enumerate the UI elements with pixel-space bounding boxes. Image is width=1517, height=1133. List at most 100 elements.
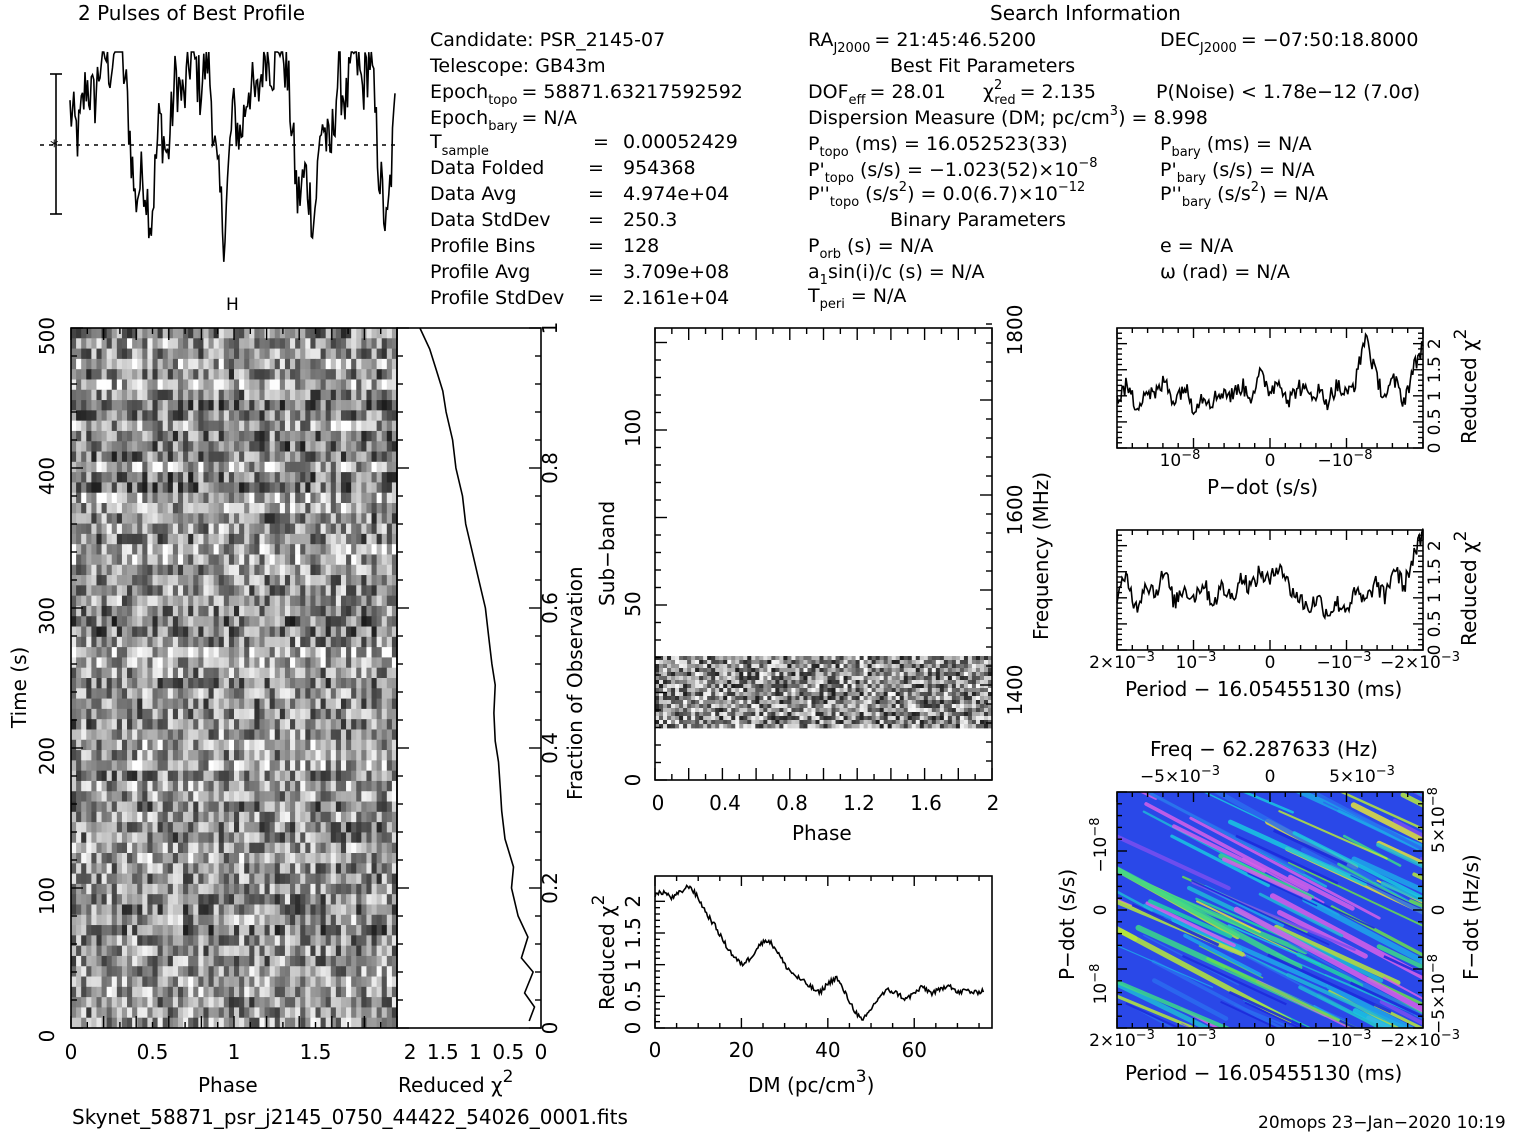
time-phase-cell (188, 430, 194, 442)
time-phase-cell (208, 688, 215, 699)
time-phase-cell (218, 853, 225, 864)
time-phase-cell (335, 400, 342, 411)
time-phase-cell (315, 400, 321, 411)
time-phase-cell (346, 533, 352, 545)
time-phase-cell (300, 389, 306, 401)
time-phase-cell (351, 595, 357, 607)
time-phase-cell (315, 873, 321, 885)
time-phase-cell (167, 482, 174, 494)
time-phase-cell (228, 626, 235, 638)
time-phase-cell (249, 986, 255, 998)
subband-cell (827, 664, 832, 669)
time-phase-cell (193, 513, 199, 524)
time-phase-cell (320, 389, 327, 401)
time-phase-cell (71, 482, 77, 494)
time-phase-cell (81, 338, 87, 349)
time-phase-cell (147, 647, 153, 658)
time-phase-cell (300, 863, 306, 874)
time-phase-cell (157, 678, 164, 689)
time-phase-cell (325, 822, 332, 833)
time-phase-cell (366, 904, 372, 916)
time-phase-cell (315, 914, 321, 926)
time-phase-cell (254, 492, 260, 504)
time-phase-cell (366, 400, 372, 411)
time-phase-cell (193, 430, 199, 442)
time-phase-cell (228, 461, 235, 473)
time-phase-cell (371, 966, 378, 977)
time-phase-cell (249, 822, 255, 833)
subband-cell (691, 664, 696, 669)
time-phase-cell (152, 338, 158, 349)
subband-cell (755, 664, 760, 669)
time-phase-cell (188, 914, 194, 926)
time-phase-cell (264, 811, 271, 823)
time-phase-cell (239, 966, 245, 977)
time-phase-cell (386, 575, 393, 586)
time-phase-cell (132, 904, 138, 916)
time-phase-cell (116, 811, 123, 823)
time-phase-cell (132, 420, 138, 432)
time-phase-cell (249, 873, 255, 885)
time-phase-cell (188, 719, 194, 730)
time-phase-cell (249, 430, 255, 442)
time-phase-cell (162, 533, 169, 545)
time-phase-cell (116, 492, 123, 504)
time-phase-cell (157, 358, 164, 370)
time-phase-cell (157, 935, 164, 947)
time-phase-cell (193, 472, 199, 483)
time-phase-cell (91, 883, 97, 895)
time-phase-cell (295, 678, 301, 689)
time-phase-cell (234, 822, 240, 833)
time-phase-cell (279, 976, 286, 988)
time-phase-cell (121, 585, 128, 597)
time-phase-cell (172, 492, 179, 504)
time-phase-cell (239, 997, 245, 1008)
time-phase-cell (381, 801, 388, 813)
time-phase-cell (391, 780, 398, 792)
time-phase-cell (320, 647, 327, 658)
time-phase-cell (208, 348, 215, 360)
time-phase-cell (218, 585, 225, 597)
time-phase-cell (249, 708, 255, 720)
time-phase-cell (101, 554, 108, 566)
time-phase-cell (71, 389, 77, 401)
time-phase-cell (162, 420, 169, 432)
time-phase-cell (101, 832, 108, 844)
time-phase-cell (305, 780, 311, 792)
subband-cell (903, 668, 909, 673)
time-phase-cell (234, 904, 240, 916)
time-phase-cell (300, 678, 306, 689)
time-phase-cell (91, 348, 97, 360)
time-phase-cell (213, 472, 220, 483)
time-phase-cell (340, 400, 347, 411)
subband-cell (663, 676, 668, 681)
time-phase-cell (208, 811, 215, 823)
subband-cell (683, 664, 688, 669)
time-phase-cell (279, 914, 286, 926)
subband-cell (947, 672, 953, 677)
time-phase-cell (157, 708, 164, 720)
subband-cell (671, 676, 676, 681)
subband-cell (959, 664, 965, 669)
time-phase-cell (193, 482, 199, 494)
time-phase-cell (81, 585, 87, 597)
time-phase-cell (218, 647, 225, 658)
time-phase-cell (284, 430, 291, 442)
subband-cell (899, 668, 905, 673)
time-phase-cell (101, 379, 108, 391)
time-phase-cell (340, 626, 347, 638)
time-phase-cell (208, 945, 215, 957)
subband-cell (659, 664, 664, 669)
time-phase-cell (183, 945, 189, 957)
time-phase-cell (381, 945, 388, 957)
time-phase-cell (76, 585, 82, 597)
time-phase-cell (147, 873, 153, 885)
time-phase-cell (101, 750, 108, 761)
time-phase-cell (305, 461, 311, 473)
time-phase-cell (208, 842, 215, 854)
time-phase-cell (254, 719, 260, 730)
fraction-ytick-label: 0.2 (538, 872, 562, 904)
time-phase-cell (371, 626, 378, 638)
time-phase-cell (76, 914, 82, 926)
time-phase-cell (295, 585, 301, 597)
